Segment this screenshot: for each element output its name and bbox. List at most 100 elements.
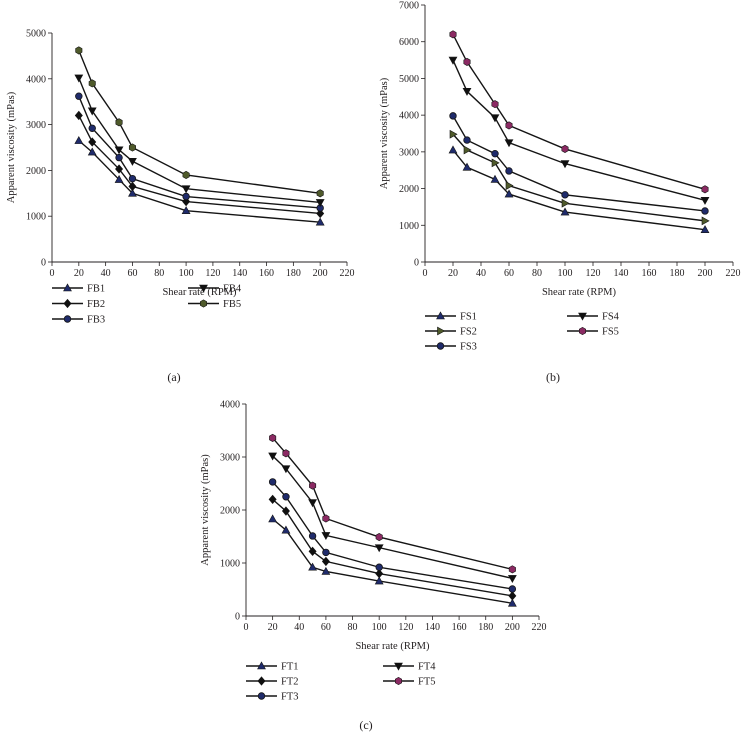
series-line (452, 115, 706, 212)
y-tick-label: 1000 (26, 212, 46, 223)
x-tick-label: 40 (294, 622, 304, 633)
legend-item: FT1 (246, 661, 299, 673)
y-tick-label: 0 (235, 612, 240, 623)
x-tick-label: 200 (505, 622, 520, 633)
x-axis-label: Shear rate (RPM) (542, 287, 617, 298)
y-tick-label: 2000 (220, 506, 240, 517)
x-tick-label: 100 (372, 622, 387, 633)
series-line (272, 437, 513, 571)
data-point (449, 30, 457, 39)
data-point (181, 185, 191, 194)
data-point (491, 158, 500, 168)
legend-label: FB5 (223, 299, 241, 310)
data-point (701, 207, 709, 215)
data-point (281, 506, 290, 516)
legend-marker (63, 315, 72, 323)
x-tick-label: 100 (179, 268, 194, 279)
x-tick-label: 180 (478, 622, 493, 633)
legend-label: FS5 (602, 327, 619, 338)
data-point (128, 143, 136, 152)
x-tick-label: 20 (268, 622, 278, 633)
series-fs4 (448, 56, 710, 205)
chart-panel-3: 0 20 40 60 80 100 120 140 160 180 200 220 0 1000 2000 3… (200, 400, 547, 733)
data-point (268, 478, 277, 486)
data-point (114, 146, 124, 155)
data-point (374, 544, 384, 553)
y-tick-label: 1000 (399, 221, 419, 232)
data-point (88, 124, 96, 132)
x-tick-label: 0 (244, 622, 249, 633)
series-fs3 (449, 112, 709, 215)
series-fb5 (75, 46, 324, 198)
data-point (504, 189, 514, 198)
legend-marker (257, 661, 266, 670)
x-tick-label: 220 (340, 268, 355, 279)
data-point (87, 147, 97, 156)
series-ft4 (268, 452, 517, 583)
data-point (181, 206, 191, 215)
series-line (452, 149, 706, 231)
data-point (282, 493, 290, 501)
data-point (308, 499, 318, 508)
data-point (491, 149, 499, 158)
legend-item: FS2 (425, 326, 477, 338)
y-tick-label: 0 (414, 258, 419, 269)
x-tick-label: 0 (423, 268, 428, 279)
data-point (74, 74, 84, 83)
series-line (78, 50, 321, 194)
y-tick-label: 2000 (399, 184, 419, 195)
legend-item: FB5 (188, 299, 241, 310)
legend-item: FT5 (383, 677, 436, 688)
legend-marker (394, 662, 403, 671)
x-tick-label: 180 (670, 268, 685, 279)
data-point (128, 188, 137, 197)
legend-item: FB4 (188, 284, 242, 295)
data-point (268, 452, 278, 461)
data-point (316, 189, 324, 198)
series-line (272, 518, 513, 604)
y-axis-label: Apparent viscosity (mPas) (200, 454, 211, 566)
data-point (308, 546, 317, 557)
series-ft1 (268, 514, 517, 607)
x-tick-label: 60 (504, 268, 514, 279)
data-point (490, 174, 500, 183)
data-point (316, 208, 325, 219)
data-point (561, 191, 569, 199)
data-point (505, 121, 513, 130)
x-tick-label: 20 (448, 268, 458, 279)
x-tick-label: 160 (259, 268, 274, 279)
legend-label: FB2 (87, 299, 105, 310)
series-fb4 (74, 74, 325, 208)
data-point (374, 576, 384, 585)
data-point (128, 174, 137, 183)
series-fb2 (74, 110, 325, 219)
data-point (375, 563, 383, 571)
y-tick-label: 3000 (399, 147, 419, 158)
legend-item: FS3 (425, 342, 477, 353)
data-point (88, 137, 97, 147)
data-point (508, 591, 517, 601)
series-line (452, 59, 706, 201)
x-tick-label: 60 (321, 622, 331, 633)
x-tick-label: 120 (398, 622, 413, 633)
data-point (322, 548, 330, 557)
data-point (561, 144, 569, 153)
x-tick-label: 0 (50, 268, 55, 279)
data-point (448, 56, 458, 65)
data-point (88, 79, 96, 88)
x-tick-label: 60 (127, 268, 137, 279)
panel-label: (a) (167, 370, 180, 384)
legend-marker (578, 312, 587, 321)
data-point (182, 170, 190, 180)
data-point (701, 216, 710, 226)
series-fb1 (74, 136, 325, 226)
data-point (115, 164, 124, 174)
legend-marker (257, 676, 266, 686)
data-point (128, 157, 137, 166)
panel-label: (c) (359, 718, 372, 732)
series-line (452, 34, 706, 190)
panel-label: (b) (546, 370, 560, 384)
data-point (87, 107, 97, 116)
legend-label: FT3 (281, 692, 299, 703)
